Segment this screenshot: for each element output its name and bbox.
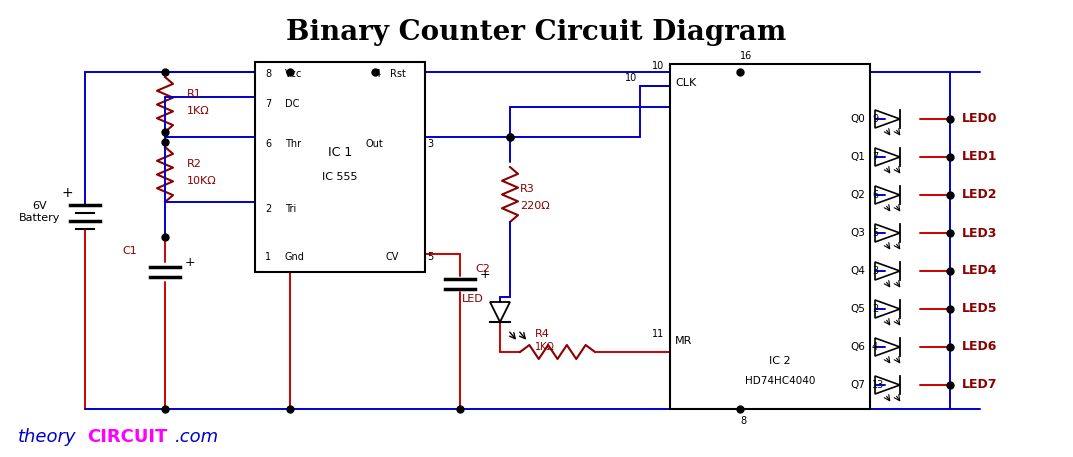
Text: MR: MR bbox=[675, 336, 692, 346]
Text: 10KΩ: 10KΩ bbox=[187, 176, 217, 186]
Text: LED2: LED2 bbox=[962, 188, 998, 202]
Text: Thr: Thr bbox=[285, 139, 302, 149]
Text: theory: theory bbox=[18, 428, 76, 446]
Text: 10: 10 bbox=[652, 61, 664, 71]
Text: 8: 8 bbox=[740, 416, 746, 426]
Text: IC 2: IC 2 bbox=[769, 356, 791, 366]
Text: 8: 8 bbox=[265, 69, 271, 79]
Text: 4: 4 bbox=[872, 342, 878, 352]
Text: 3: 3 bbox=[427, 139, 433, 149]
Text: Gnd: Gnd bbox=[285, 252, 305, 262]
Text: R1: R1 bbox=[187, 89, 202, 99]
Text: R3: R3 bbox=[520, 184, 534, 194]
Text: C1: C1 bbox=[122, 246, 137, 256]
Bar bbox=[670, 64, 870, 409]
Text: 7: 7 bbox=[265, 99, 271, 109]
Text: DC: DC bbox=[285, 99, 299, 109]
Text: LED: LED bbox=[462, 294, 484, 304]
Bar bbox=[255, 62, 425, 272]
Text: LED1: LED1 bbox=[962, 150, 998, 164]
Text: Q5: Q5 bbox=[850, 304, 865, 314]
Text: +: + bbox=[185, 255, 195, 269]
Text: 5: 5 bbox=[427, 252, 433, 262]
Text: 1KΩ: 1KΩ bbox=[535, 342, 555, 352]
Text: LED3: LED3 bbox=[962, 227, 998, 239]
Text: Q3: Q3 bbox=[850, 228, 865, 238]
Text: R4: R4 bbox=[535, 329, 549, 339]
Text: 7: 7 bbox=[872, 152, 878, 162]
Text: 9: 9 bbox=[872, 114, 878, 124]
Text: LED5: LED5 bbox=[962, 303, 998, 315]
Text: 4: 4 bbox=[374, 69, 381, 79]
Text: 13: 13 bbox=[872, 380, 884, 390]
Text: 11: 11 bbox=[652, 329, 664, 339]
Text: 1KΩ: 1KΩ bbox=[187, 106, 209, 116]
Text: .com: .com bbox=[175, 428, 219, 446]
Text: C2: C2 bbox=[475, 264, 490, 274]
Text: LED4: LED4 bbox=[962, 265, 998, 277]
Text: CV: CV bbox=[385, 252, 398, 262]
Text: 10: 10 bbox=[624, 73, 637, 83]
Text: IC 1: IC 1 bbox=[328, 145, 352, 159]
Text: CIRCUIT: CIRCUIT bbox=[87, 428, 167, 446]
Text: 5: 5 bbox=[872, 228, 878, 238]
Text: Binary Counter Circuit Diagram: Binary Counter Circuit Diagram bbox=[285, 18, 787, 46]
Text: 6V
Battery: 6V Battery bbox=[19, 201, 61, 223]
Text: 1: 1 bbox=[265, 252, 271, 262]
Text: 2: 2 bbox=[872, 304, 878, 314]
Text: Out: Out bbox=[365, 139, 383, 149]
Text: Vcc: Vcc bbox=[285, 69, 303, 79]
Text: HD74HC4040: HD74HC4040 bbox=[745, 376, 815, 386]
Text: Rst: Rst bbox=[389, 69, 406, 79]
Text: 2: 2 bbox=[265, 204, 271, 214]
Text: 16: 16 bbox=[740, 51, 752, 61]
Text: Q2: Q2 bbox=[850, 190, 865, 200]
Text: +: + bbox=[61, 186, 73, 200]
Text: 220Ω: 220Ω bbox=[520, 201, 549, 211]
Text: LED6: LED6 bbox=[962, 340, 998, 354]
Text: 6: 6 bbox=[872, 190, 878, 200]
Text: Q4: Q4 bbox=[850, 266, 865, 276]
Text: R2: R2 bbox=[187, 159, 202, 169]
Text: LED0: LED0 bbox=[962, 112, 998, 126]
Text: CLK: CLK bbox=[675, 78, 696, 88]
Text: +: + bbox=[480, 267, 490, 281]
Text: Q7: Q7 bbox=[850, 380, 865, 390]
Text: 3: 3 bbox=[872, 266, 878, 276]
Text: Q6: Q6 bbox=[850, 342, 865, 352]
Text: LED7: LED7 bbox=[962, 378, 998, 392]
Text: Q0: Q0 bbox=[850, 114, 865, 124]
Text: Tri: Tri bbox=[285, 204, 296, 214]
Text: Q1: Q1 bbox=[850, 152, 865, 162]
Text: 6: 6 bbox=[265, 139, 271, 149]
Text: IC 555: IC 555 bbox=[322, 172, 357, 182]
